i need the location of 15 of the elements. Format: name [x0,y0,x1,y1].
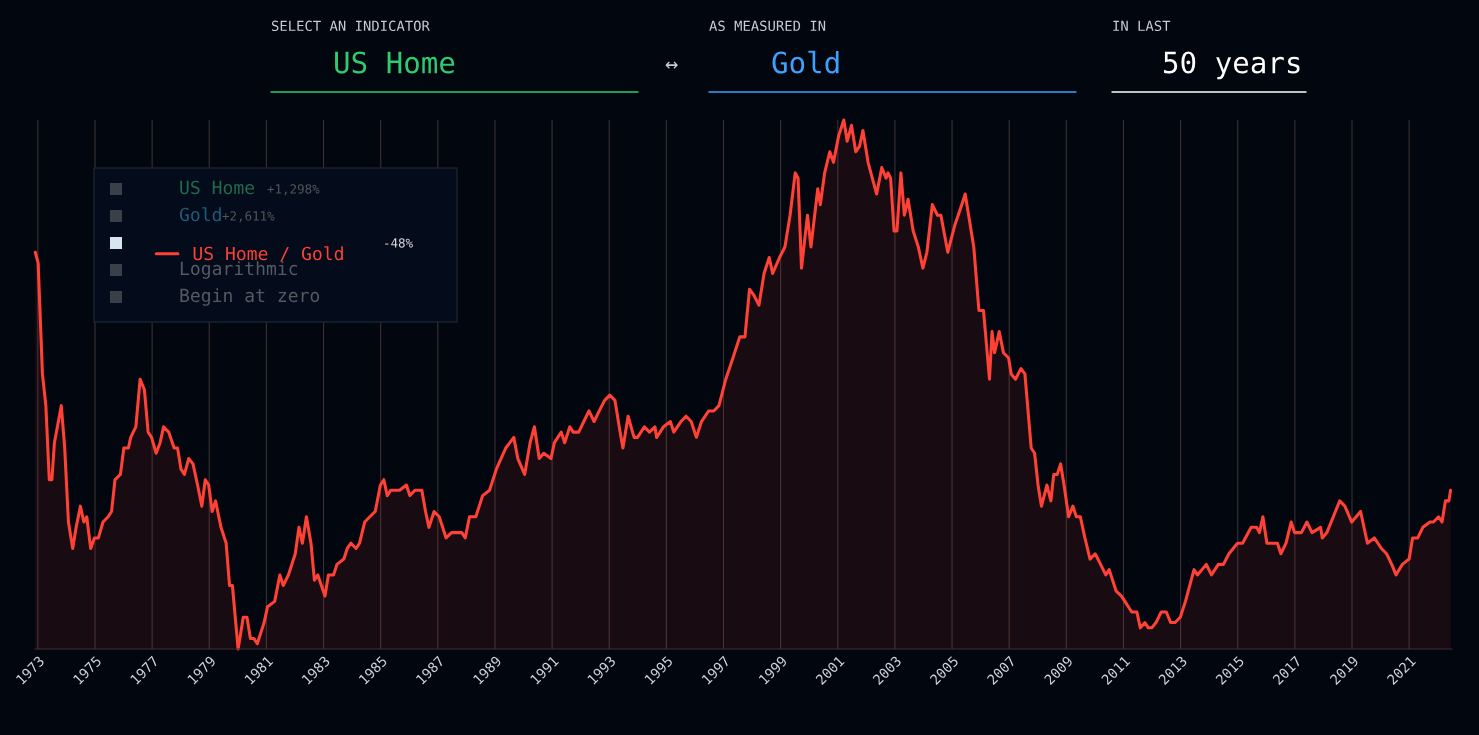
text: IN LAST [1113,20,1171,32]
annotation: +1,298% [267,184,320,196]
annotation: Gold [179,207,221,222]
text: Gold [772,50,839,74]
annotation: Logarithmic [180,261,298,279]
annotation: US Home [180,180,255,195]
annotation: Begin at zero [180,288,320,306]
text: SELECT AN INDICATOR [271,20,430,32]
text: US Home [335,51,455,74]
text: 50 years [1164,51,1300,80]
text: ↔ [665,61,678,69]
text: AS MEASURED IN [709,20,826,32]
legend-label: US Home / Gold [193,246,343,262]
annotation: +2,611% [222,211,275,223]
annotation: -48% [385,238,413,248]
